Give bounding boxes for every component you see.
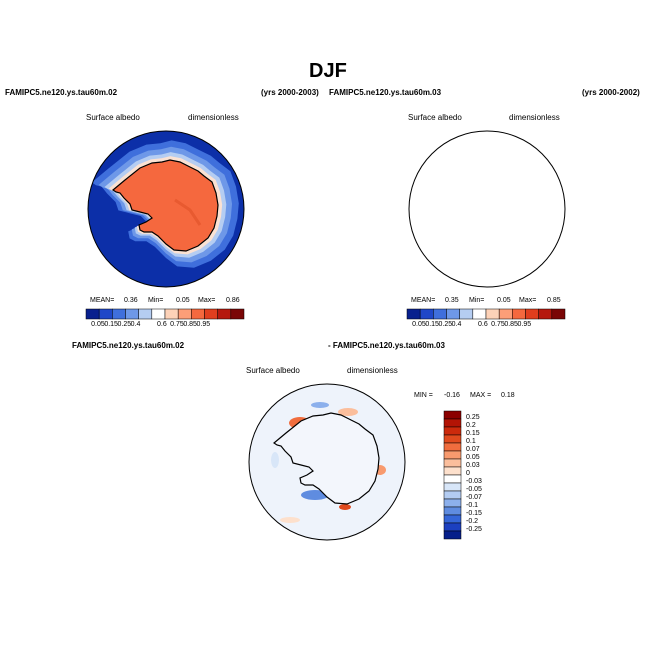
diff-min-label: MIN = [414, 392, 433, 399]
colorbar-swatch [443, 450, 462, 460]
colorbar-swatch [230, 308, 245, 320]
colorbar-tick-label: 0.6 [157, 321, 167, 328]
colorbar-swatch [443, 522, 462, 532]
left-max-label: Max= [198, 297, 216, 304]
colorbar-tick-label: -0.25 [466, 526, 482, 533]
right-max-label: Max= [519, 297, 537, 304]
colorbar-tick-label: 0.2 [466, 422, 476, 429]
colorbar-tick-label: 0.4 [451, 321, 462, 328]
diff-variable-label: Surface albedo [246, 366, 300, 375]
diff-units-label: dimensionless [347, 366, 398, 375]
colorbar-swatch [443, 466, 462, 476]
right-mean-value: 0.35 [445, 297, 459, 304]
colorbar-swatch [443, 482, 462, 492]
left-mean-value: 0.36 [124, 297, 138, 304]
colorbar-swatch [443, 434, 462, 444]
left-years: (yrs 2000-2003) [261, 88, 319, 97]
colorbar-tick-label: -0.1 [466, 502, 479, 509]
colorbar-swatch [443, 426, 462, 436]
colorbar-swatch [443, 418, 462, 428]
colorbar-swatch [443, 530, 462, 540]
colorbar-tick-label: 0.15 [104, 321, 118, 328]
left-min-label: Min= [148, 297, 164, 304]
colorbar-swatch [551, 308, 566, 320]
diff-case-a: FAMIPC5.ne120.ys.tau60m.02 [72, 341, 185, 350]
colorbar-swatch [443, 410, 462, 420]
diff-case-b: - FAMIPC5.ne120.ys.tau60m.03 [328, 341, 445, 350]
colorbar-tick-label: 0.15 [466, 430, 480, 437]
colorbar-tick-label: 0.05 [91, 321, 105, 328]
right-case-name: FAMIPC5.ne120.ys.tau60m.03 [329, 88, 442, 97]
colorbar-tick-label: -0.2 [466, 518, 479, 525]
left-min-value: 0.05 [176, 297, 190, 304]
diff-min-value: -0.16 [444, 392, 460, 399]
colorbar-tick-label: 0.85 [183, 321, 197, 328]
right-min-value: 0.05 [497, 297, 511, 304]
page-title: DJF [309, 60, 347, 82]
left-max-value: 0.86 [226, 297, 240, 304]
colorbar-tick-label: 0.95 [517, 321, 532, 328]
colorbar-swatch [443, 458, 462, 468]
left-case-name: FAMIPC5.ne120.ys.tau60m.02 [5, 88, 118, 97]
right-min-label: Min= [469, 297, 485, 304]
colorbar-tick-label: -0.15 [466, 510, 482, 517]
colorbar-swatch [443, 506, 462, 516]
colorbar-tick-label: 0.25 [117, 321, 132, 328]
colorbar-tick-label: 0.6 [478, 321, 488, 328]
colorbar-tick-label: 0.95 [196, 321, 211, 328]
colorbar-swatch [443, 474, 462, 484]
colorbar-tick-label: 0.25 [466, 414, 480, 421]
colorbar-tick-label: 0.1 [466, 438, 476, 445]
left-mean-label: MEAN= [90, 297, 115, 304]
colorbar-tick-label: 0.03 [466, 462, 480, 469]
diff-max-value: 0.18 [501, 392, 515, 399]
left-units-label: dimensionless [188, 113, 239, 122]
colorbar-swatch [443, 490, 462, 500]
right-max-value: 0.85 [547, 297, 561, 304]
colorbar-tick-label: 0.15 [425, 321, 439, 328]
right-years: (yrs 2000-2002) [582, 88, 640, 97]
colorbar-tick-label: 0.75 [491, 321, 505, 328]
colorbar-tick-label: -0.07 [466, 494, 482, 501]
colorbar-tick-label: 0.25 [438, 321, 453, 328]
colorbar-tick-label: 0.85 [504, 321, 518, 328]
colorbar-tick-label: 0.05 [466, 454, 480, 461]
colorbar-tick-label: 0.4 [130, 321, 141, 328]
diff-max-label: MAX = [470, 392, 492, 399]
right-variable-label: Surface albedo [408, 113, 462, 122]
right-mean-label: MEAN= [411, 297, 436, 304]
colorbar-swatch [443, 498, 462, 508]
colorbar-tick-label: 0.07 [466, 446, 480, 453]
colorbar-swatch [443, 514, 462, 524]
colorbar-tick-label: -0.05 [466, 486, 482, 493]
colorbar-swatch [443, 442, 462, 452]
colorbar-tick-label: 0.05 [412, 321, 426, 328]
right-units-label: dimensionless [509, 113, 560, 122]
colorbar-tick-label: 0 [466, 470, 470, 477]
colorbar-tick-label: 0.75 [170, 321, 184, 328]
colorbar-tick-label: -0.03 [466, 478, 482, 485]
left-variable-label: Surface albedo [86, 113, 140, 122]
